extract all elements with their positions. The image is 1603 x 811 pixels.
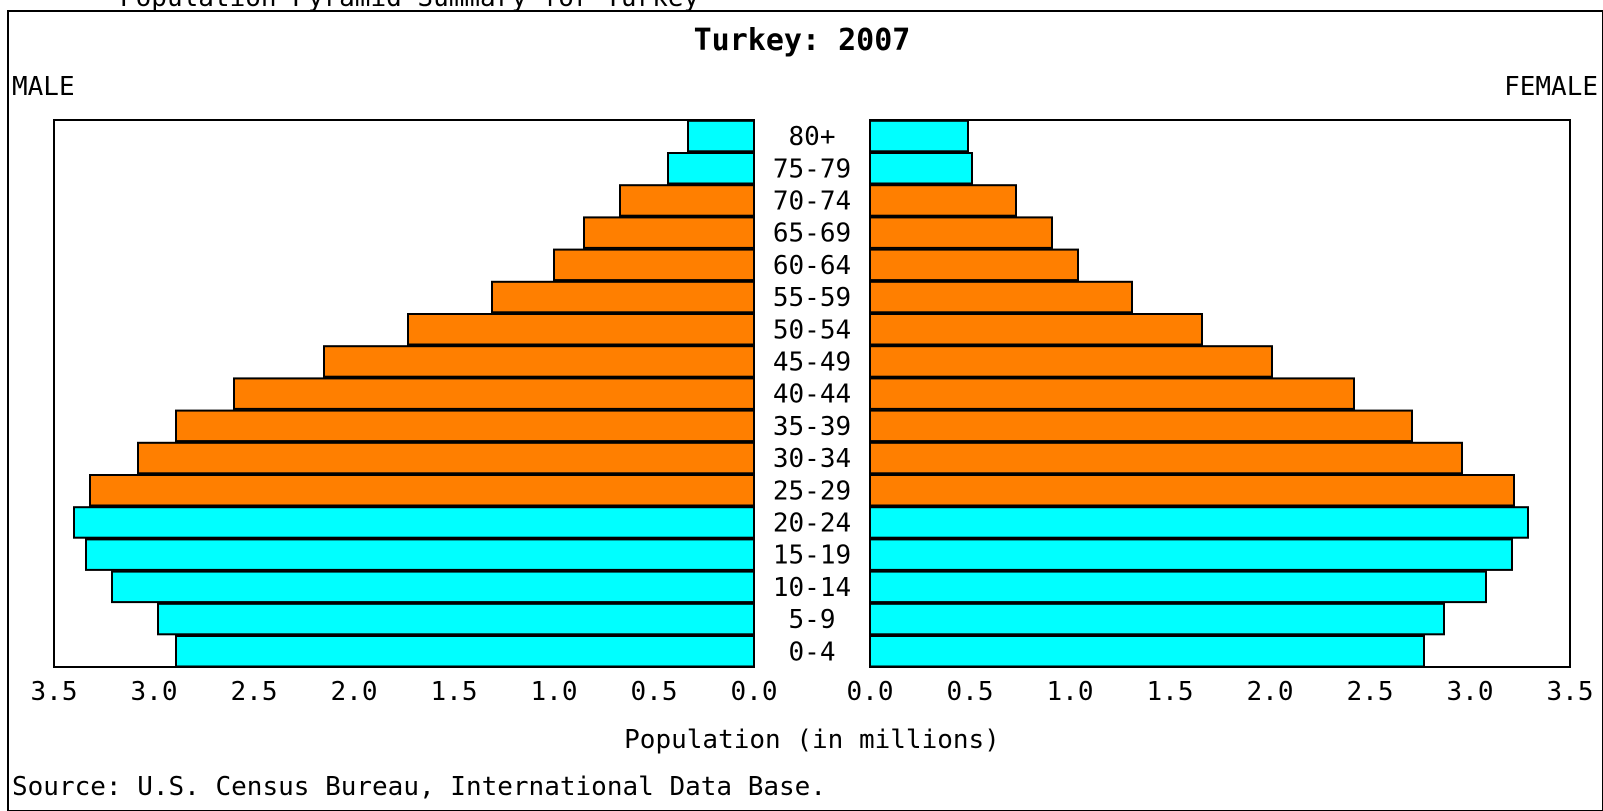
female-tick-1.5: 1.5 (1147, 677, 1194, 707)
outer-frame (7, 10, 1603, 811)
male-bar-30-34 (137, 441, 755, 475)
male-bar-60-64 (553, 248, 755, 282)
female-bar-35-39 (869, 409, 1413, 443)
age-label-30-34: 30-34 (773, 444, 851, 474)
female-bar-55-59 (869, 280, 1133, 314)
age-label-40-44: 40-44 (773, 380, 851, 410)
male-bar-35-39 (175, 409, 755, 443)
source-note: Source: U.S. Census Bureau, Internationa… (12, 772, 826, 802)
age-labels-group: 80+75-7970-7465-6960-6455-5950-5445-4940… (773, 122, 851, 667)
male-bar-65-69 (583, 216, 755, 249)
male-bar-55-59 (491, 280, 755, 314)
age-label-15-19: 15-19 (773, 541, 851, 571)
male-bar-0-4 (175, 635, 755, 668)
age-label-75-79: 75-79 (773, 154, 851, 184)
male-label: MALE (12, 72, 75, 102)
x-ticks-group: 0.0 0.0 0.5 0.5 1.0 1.0 1.5 1.5 2.0 2.0 2.5 2.5 3.0 3… (31, 677, 1594, 707)
age-label-80+: 80+ (789, 122, 836, 152)
age-label-5-9: 5-9 (789, 605, 836, 635)
male-tick-1.5: 1.5 (431, 677, 478, 707)
age-label-25-29: 25-29 (773, 476, 851, 506)
age-label-0-4: 0-4 (789, 637, 836, 667)
female-bar-20-24 (869, 506, 1529, 539)
female-tick-2.5: 2.5 (1347, 677, 1394, 707)
female-bar-45-49 (869, 345, 1273, 378)
female-tick-0.5: 0.5 (947, 677, 994, 707)
female-bar-80+ (869, 119, 969, 153)
male-tick-2.0: 2.0 (331, 677, 378, 707)
female-tick-0.0: 0.0 (847, 677, 894, 707)
female-tick-3.5: 3.5 (1547, 677, 1594, 707)
female-tick-1.0: 1.0 (1047, 677, 1094, 707)
female-bar-65-69 (869, 216, 1053, 249)
female-bar-40-44 (869, 377, 1355, 410)
male-bar-20-24 (73, 506, 755, 539)
male-bar-80+ (687, 119, 755, 153)
male-bar-50-54 (407, 313, 755, 346)
male-bar-40-44 (233, 377, 755, 410)
female-bar-0-4 (869, 635, 1425, 668)
age-label-20-24: 20-24 (773, 509, 851, 539)
female-bar-10-14 (869, 570, 1487, 604)
male-tick-3.0: 3.0 (131, 677, 178, 707)
female-bar-15-19 (869, 538, 1513, 571)
female-bar-70-74 (869, 184, 1017, 217)
male-tick-1.0: 1.0 (531, 677, 578, 707)
age-label-70-74: 70-74 (773, 187, 851, 217)
male-bar-45-49 (323, 345, 755, 378)
male-bar-10-14 (111, 570, 755, 604)
male-tick-2.5: 2.5 (231, 677, 278, 707)
female-tick-2.0: 2.0 (1247, 677, 1294, 707)
male-bar-15-19 (85, 538, 755, 571)
female-bar-60-64 (869, 248, 1079, 282)
male-tick-0.0: 0.0 (731, 677, 778, 707)
male-bar-75-79 (667, 152, 755, 185)
female-bar-30-34 (869, 441, 1463, 475)
female-bar-50-54 (869, 313, 1203, 346)
male-tick-3.5: 3.5 (31, 677, 78, 707)
female-tick-3.0: 3.0 (1447, 677, 1494, 707)
female-bar-5-9 (869, 602, 1445, 636)
age-label-10-14: 10-14 (773, 573, 851, 603)
age-label-50-54: 50-54 (773, 315, 851, 345)
age-label-60-64: 60-64 (773, 251, 851, 281)
age-label-35-39: 35-39 (773, 412, 851, 442)
male-bar-5-9 (157, 602, 755, 636)
female-label: FEMALE (1504, 72, 1598, 102)
age-label-65-69: 65-69 (773, 219, 851, 249)
female-bar-75-79 (869, 152, 973, 185)
male-tick-0.5: 0.5 (631, 677, 678, 707)
age-label-45-49: 45-49 (773, 348, 851, 378)
clipped-top-text: Population Pyramid Summary for Turkey (120, 0, 699, 13)
male-bar-25-29 (89, 474, 755, 507)
age-label-55-59: 55-59 (773, 283, 851, 313)
x-axis-label: Population (in millions) (624, 725, 1000, 755)
male-bar-70-74 (619, 184, 755, 217)
bars-group (73, 119, 1529, 668)
female-bar-25-29 (869, 474, 1515, 507)
chart-title: Turkey: 2007 (694, 23, 911, 58)
